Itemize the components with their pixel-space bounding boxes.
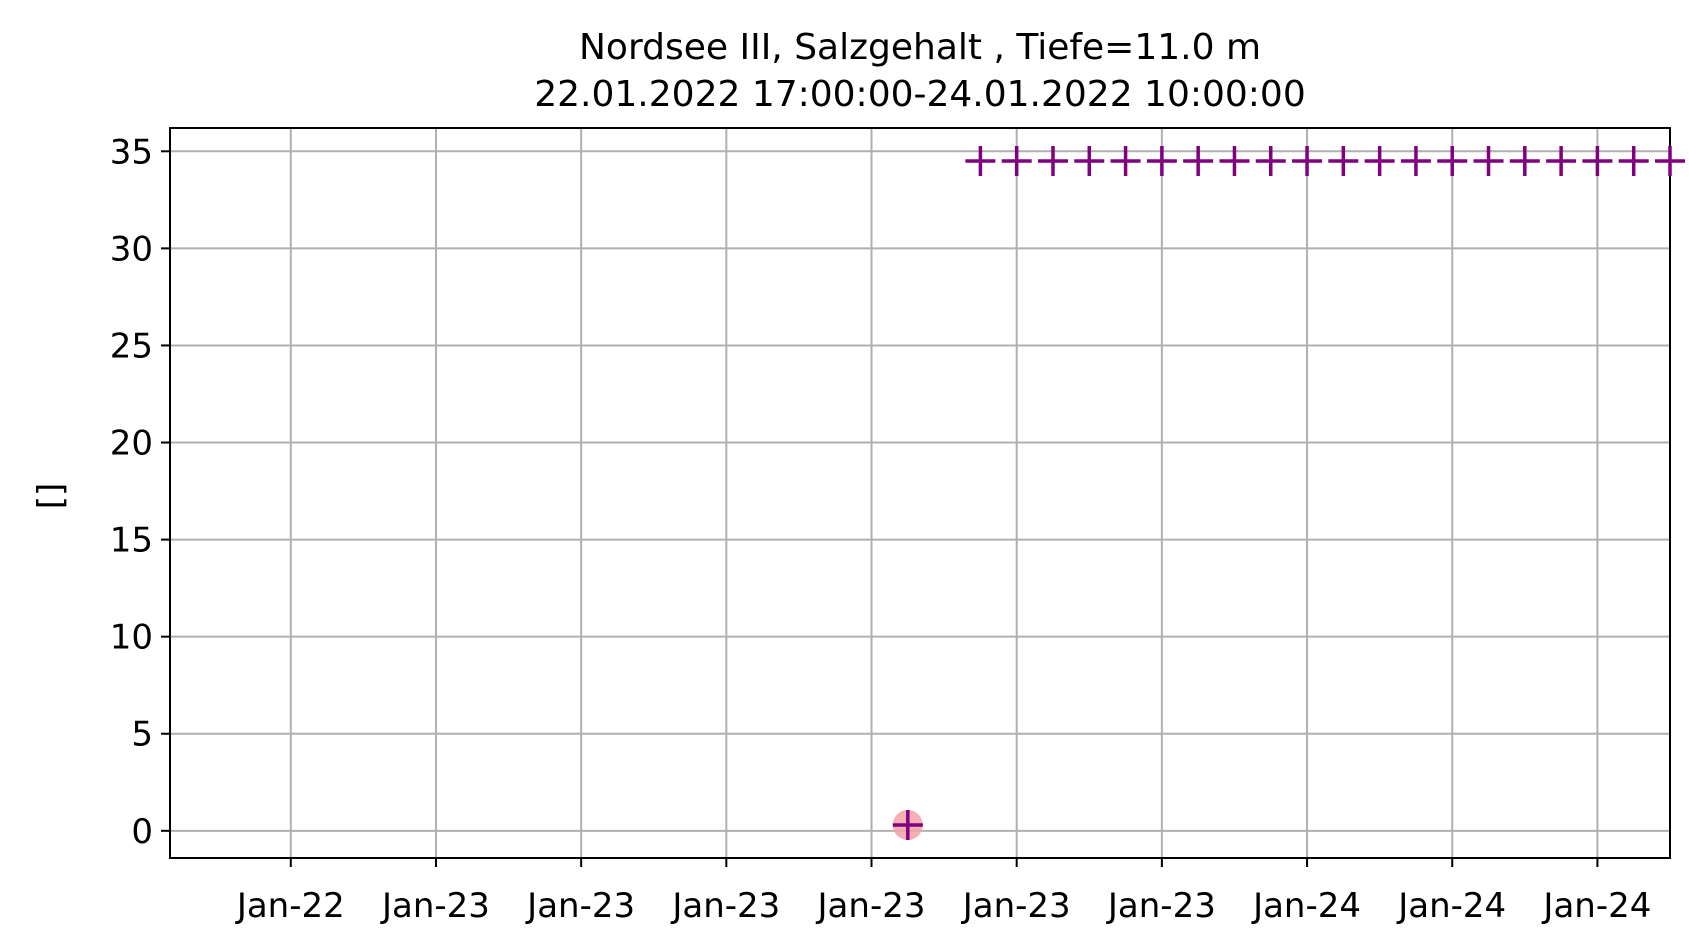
data-point [1509, 146, 1540, 177]
data-point [1183, 146, 1214, 177]
data-point [1582, 146, 1613, 177]
x-tick-label: Jan-23 [816, 886, 926, 926]
x-tick-label: Jan-24 [1251, 886, 1361, 926]
y-tick-label: 15 [110, 521, 153, 561]
data-points [892, 146, 1685, 840]
y-tick-label: 35 [110, 132, 153, 172]
data-point [1037, 146, 1068, 177]
grid-lines [170, 128, 1670, 858]
x-tick-label: Jan-23 [525, 886, 635, 926]
y-tick-label: 20 [110, 424, 153, 464]
data-point [1328, 146, 1359, 177]
y-tick-label: 30 [110, 229, 153, 269]
data-point [1473, 146, 1504, 177]
data-point [1110, 146, 1141, 177]
data-point [1255, 146, 1286, 177]
x-tick-label: Jan-23 [1106, 886, 1216, 926]
data-point [1074, 146, 1105, 177]
y-axis-label: [] [31, 483, 71, 510]
x-axis: Jan-22 Jan-23 Jan-23 Jan-23 Jan-23 Jan-23 Jan-… [235, 858, 1651, 926]
data-point [965, 146, 996, 177]
x-tick-label: Jan-24 [1541, 886, 1651, 926]
y-tick-label: 25 [110, 326, 153, 366]
y-tick-label: 10 [110, 618, 153, 658]
plot-frame [169, 127, 1671, 859]
data-point [1437, 146, 1468, 177]
chart-title: Nordsee III, Salzgehalt , Tiefe=11.0 m [579, 27, 1261, 68]
data-point [1001, 146, 1032, 177]
y-tick-label: 5 [131, 715, 153, 755]
data-point [1400, 146, 1431, 177]
x-tick-label: Jan-23 [380, 886, 490, 926]
data-point [1655, 146, 1685, 177]
data-point [1146, 146, 1177, 177]
x-tick-label: Jan-24 [1396, 886, 1506, 926]
data-point [1219, 146, 1250, 177]
data-point [1618, 146, 1649, 177]
y-tick-label: 0 [131, 812, 153, 852]
x-tick-label: Jan-23 [670, 886, 780, 926]
data-point [1546, 146, 1577, 177]
data-point [1292, 146, 1323, 177]
x-tick-label: Jan-23 [961, 886, 1071, 926]
data-point [1364, 146, 1395, 177]
data-point [892, 809, 923, 840]
chart-subtitle: 22.01.2022 17:00:00-24.01.2022 10:00:00 [534, 74, 1306, 115]
x-tick-label: Jan-22 [235, 886, 345, 926]
y-axis: 0 5 10 15 20 25 30 35 [110, 132, 170, 852]
